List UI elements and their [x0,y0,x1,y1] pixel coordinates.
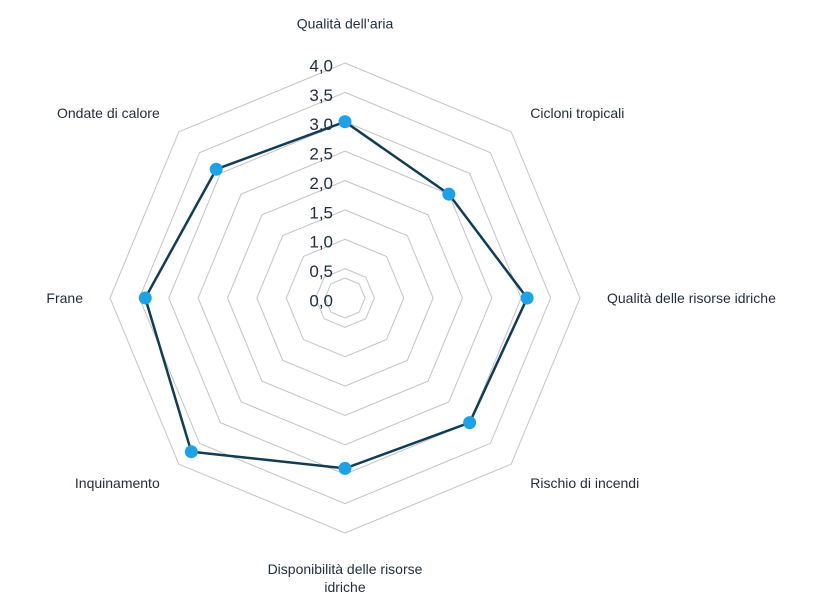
point [442,187,456,201]
grid-ring [315,268,375,328]
point [338,115,352,129]
category-label: Qualità dell’aria [296,15,394,32]
point [209,162,223,176]
point [338,461,352,475]
grid-ring [138,91,552,505]
point [138,291,152,305]
category-label: Ondate di calore [57,104,160,121]
category-label: Disponibilità delle risorse idriche [267,561,423,595]
r-tick-label: 1,0 [309,233,333,252]
grid-ring [197,150,493,446]
category-label: Inquinamento [74,475,160,492]
category-label: Cicloni tropicali [530,104,625,121]
r-tick-label: 0,5 [309,262,333,281]
point [463,416,477,430]
grid-ring [285,238,405,358]
point [520,291,534,305]
center-ring [324,277,366,319]
grid-ring [226,179,464,417]
r-tick-label: 2,5 [309,145,333,164]
r-tick-label: 0,0 [309,291,333,310]
category-label: Qualità delle risorse idriche [607,290,776,306]
category-label: Rischio di incendi [530,475,640,492]
r-tick-label: 2,0 [309,174,333,193]
grid-ring [256,209,434,387]
point [184,445,198,459]
category-label: Frane [46,290,83,306]
r-tick-label: 3,5 [309,86,333,105]
r-tick-label: 1,5 [309,203,333,222]
r-tick-label: 4,0 [309,56,333,75]
grid-ring [109,62,581,534]
